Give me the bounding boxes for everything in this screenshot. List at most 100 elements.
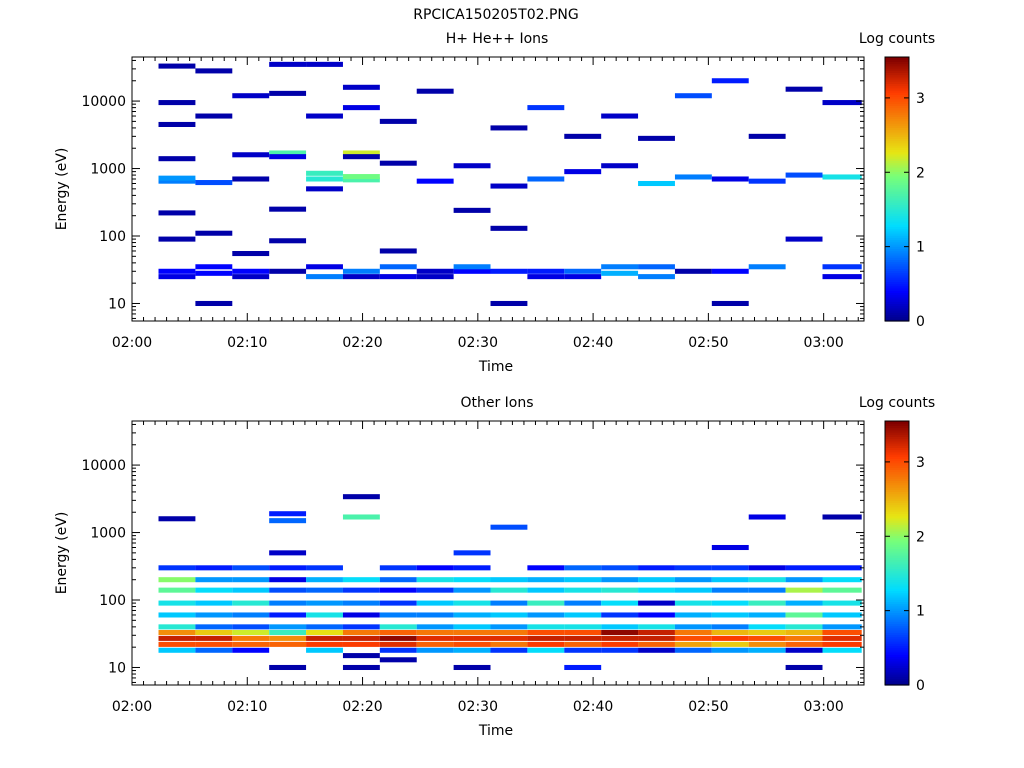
colorbar-swatch — [885, 632, 909, 635]
heatmap-cell — [306, 647, 343, 653]
x-tick-label: 02:50 — [688, 335, 728, 351]
heatmap-cell — [490, 183, 528, 189]
heatmap-cell — [232, 152, 270, 158]
colorbar-swatch — [885, 261, 909, 265]
panel-title: Other Ions — [460, 395, 533, 411]
colorbar-swatch — [885, 469, 909, 473]
colorbar-swatch — [885, 107, 909, 111]
heatmap-cell — [638, 180, 675, 187]
colorbar-swatch — [885, 588, 909, 591]
heatmap-cell — [232, 629, 270, 636]
heatmap-cell — [564, 565, 602, 571]
heatmap-cell — [269, 612, 307, 618]
colorbar-swatch — [885, 456, 909, 459]
heatmap-cell — [822, 264, 862, 270]
heatmap-cell — [269, 150, 307, 156]
heatmap-cell — [527, 635, 565, 641]
heatmap-cell — [453, 565, 491, 571]
colorbar-swatch — [885, 423, 909, 426]
colorbar-swatch — [885, 281, 909, 285]
heatmap-cell — [195, 587, 233, 593]
colorbar-swatch — [885, 546, 909, 550]
heatmap-cell — [527, 565, 565, 571]
colorbar-swatch — [885, 136, 909, 139]
x-tick-label: 02:20 — [342, 335, 382, 351]
heatmap-cell — [527, 647, 565, 653]
heatmap-cell — [490, 612, 528, 618]
heatmap-cell — [822, 274, 862, 280]
colorbar-swatch — [885, 445, 909, 448]
heatmap-cell — [674, 647, 712, 653]
heatmap-cell — [638, 612, 675, 618]
colorbar-swatch — [885, 228, 909, 232]
colorbar-swatch — [885, 184, 909, 188]
colorbar-swatch — [885, 517, 909, 521]
heatmap-cell — [527, 600, 565, 606]
colorbar-swatch — [885, 85, 909, 89]
heatmap-cell — [379, 264, 417, 270]
colorbar-swatch — [885, 118, 909, 122]
heatmap-cell — [342, 612, 380, 618]
colorbar-swatch — [885, 219, 909, 223]
y-axis-ticks: 10 100 1000 10000 — [81, 423, 864, 683]
colorbar-swatch — [885, 601, 909, 605]
heatmap-cell — [342, 154, 380, 160]
heatmap-cell — [674, 612, 712, 618]
heatmap-cell — [158, 577, 196, 583]
colorbar-swatch — [885, 460, 909, 464]
heatmap-cell — [306, 61, 343, 67]
heatmap-cell — [269, 268, 307, 274]
heatmap-cell — [785, 86, 823, 92]
colorbar-swatch — [885, 244, 909, 247]
colorbar-swatch — [885, 566, 909, 569]
colorbar-swatch — [885, 647, 909, 651]
heatmap-cell — [490, 268, 528, 274]
colorbar-swatch — [885, 612, 909, 616]
heatmap-cell — [564, 664, 602, 671]
colorbar-swatch — [885, 63, 909, 67]
colorbar-swatch — [885, 314, 909, 318]
colorbar-swatch — [885, 230, 909, 234]
heatmap-cell — [711, 629, 749, 636]
colorbar-swatch — [885, 555, 909, 558]
colorbar-swatch — [885, 142, 909, 146]
colorbar-label: Log counts — [859, 395, 935, 411]
colorbar-swatch — [885, 114, 909, 117]
heatmap-cell — [711, 641, 749, 647]
x-tick-label: 02:10 — [227, 699, 267, 715]
heatmap-cell — [232, 565, 270, 571]
colorbar-swatch — [885, 513, 909, 517]
colorbar-swatch — [885, 676, 909, 679]
heatmap-cell — [158, 121, 196, 127]
heatmap-cell — [564, 629, 602, 636]
heatmap-cell — [564, 169, 602, 175]
colorbar-swatch — [885, 561, 909, 565]
colorbar-swatch — [885, 436, 909, 440]
heatmap-cell — [269, 511, 307, 517]
heatmap-cell — [564, 577, 602, 583]
y-tick-label: 10 — [108, 660, 126, 676]
heatmap-cell — [564, 641, 602, 647]
heatmap-cell — [822, 514, 862, 520]
colorbar-swatch — [885, 520, 909, 523]
heatmap-cell — [490, 225, 528, 231]
heatmap-cell — [453, 624, 491, 630]
panel-other-ions: Other Ions Log counts 02:00 02:10 02:20 02:… — [54, 395, 935, 739]
colorbar-swatch — [885, 627, 909, 631]
colorbar-swatch — [885, 491, 909, 495]
heatmap-cell — [232, 274, 270, 280]
colorbar-swatch — [885, 162, 909, 166]
colorbar-swatch — [885, 451, 909, 455]
heatmap-cell — [711, 268, 749, 274]
heatmap-cell — [232, 176, 270, 182]
heatmap-cell — [785, 624, 823, 630]
colorbar-swatch — [885, 643, 909, 646]
heatmap-cell — [379, 118, 417, 124]
heatmap-cell — [638, 635, 675, 641]
colorbar-swatch — [885, 535, 909, 539]
colorbar-swatch — [885, 189, 909, 192]
colorbar-swatch — [885, 590, 909, 594]
colorbar-swatch — [885, 312, 909, 315]
colorbar-swatch — [885, 542, 909, 545]
